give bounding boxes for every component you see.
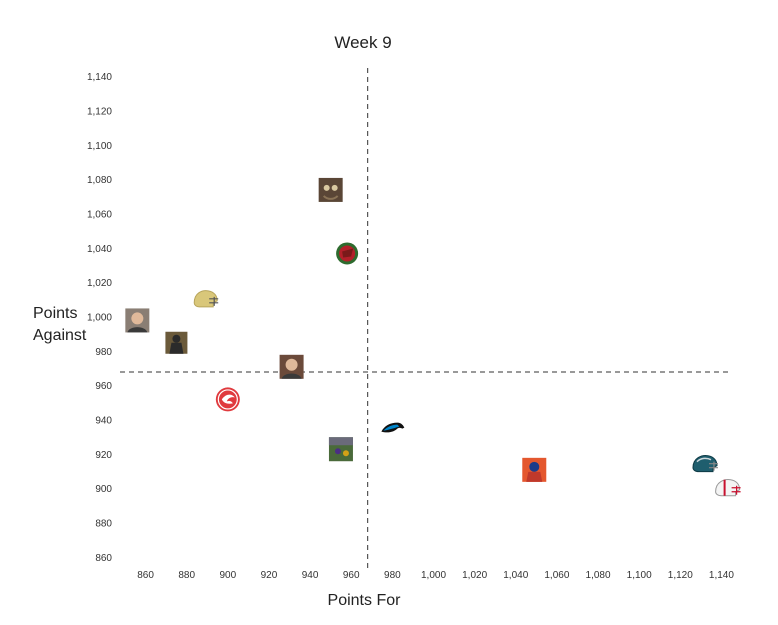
field-photo-icon [328,437,353,462]
y-tick-label: 1,040 [87,244,112,255]
y-tick-label: 900 [95,484,112,495]
x-tick-label: 920 [261,570,278,581]
y-axis-label: Points Against [33,305,87,344]
y-tick-label: 1,060 [87,209,112,220]
y-tick-label: 920 [95,450,112,461]
x-tick-label: 1,100 [627,570,652,581]
cardinal-logo-icon [336,242,359,265]
y-axis: 860 880 900 920 940 960 980 1,000 1,020 1,040 1,06… [87,72,112,564]
team-markers [125,177,741,497]
white-helmet-icon [715,479,741,497]
y-tick-label: 940 [95,416,112,427]
x-tick-label: 1,120 [668,570,693,581]
y-tick-label: 1,120 [87,106,112,117]
teal-helmet-icon [692,455,718,473]
person-photo-icon [279,354,304,379]
hawks-logo-icon [215,387,240,412]
x-tick-label: 1,000 [421,570,446,581]
y-tick-label: 1,140 [87,72,112,83]
y-tick-label: 880 [95,519,112,530]
y-tick-label: 860 [95,553,112,564]
y-tick-label: 1,100 [87,141,112,152]
y-tick-label: 980 [95,347,112,358]
y-tick-label: 1,080 [87,175,112,186]
x-tick-label: 1,080 [586,570,611,581]
y-axis-label-line-1: Points [33,305,77,322]
x-tick-label: 1,140 [709,570,734,581]
y-tick-label: 960 [95,381,112,392]
x-tick-label: 1,040 [503,570,528,581]
y-tick-label: 1,020 [87,278,112,289]
x-tick-label: 1,020 [462,570,487,581]
x-tick-label: 880 [178,570,195,581]
player-photo-icon [522,457,547,482]
owl-photo-icon [318,177,343,202]
gold-helmet-icon [193,290,219,308]
x-tick-label: 940 [302,570,319,581]
x-axis-label: Points For [328,592,402,609]
x-tick-label: 1,060 [544,570,569,581]
x-tick-label: 900 [219,570,236,581]
x-axis: 860 880 900 920 940 960 980 1,000 1,020 1,040 1,06… [137,570,734,581]
person-photo-icon [125,308,150,333]
panther-logo-icon [381,422,405,433]
dark-figure-icon [165,331,188,354]
x-tick-label: 960 [343,570,360,581]
x-tick-label: 860 [137,570,154,581]
y-axis-label-line-2: Against [33,327,87,344]
y-tick-label: 1,000 [87,313,112,324]
x-tick-label: 980 [384,570,401,581]
chart-title: Week 9 [334,33,391,52]
